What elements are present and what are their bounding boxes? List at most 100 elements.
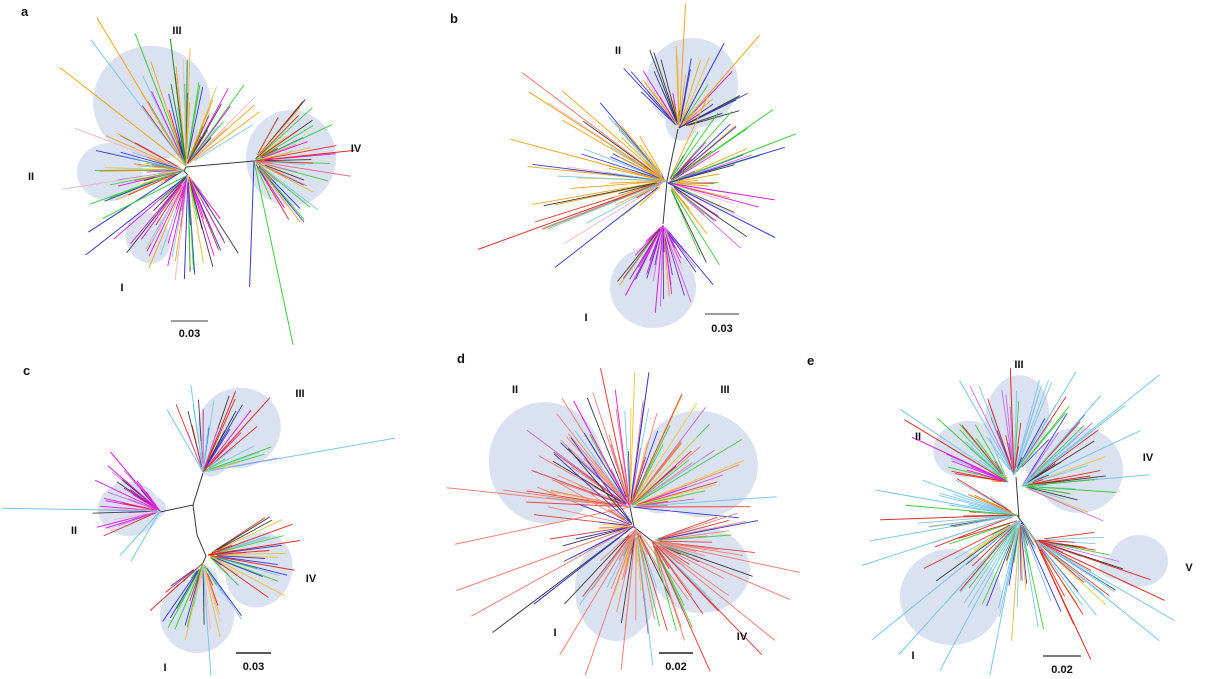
cluster-label-a-II: II	[28, 171, 34, 183]
branch	[676, 189, 715, 221]
branch	[141, 181, 184, 240]
tree-skeleton	[666, 128, 679, 182]
branch	[674, 185, 747, 221]
branch	[549, 525, 633, 540]
branch	[165, 569, 195, 593]
branch	[111, 152, 180, 170]
branch	[652, 227, 664, 281]
branch	[639, 231, 661, 274]
branch	[109, 170, 179, 186]
branch	[638, 533, 648, 556]
branch	[975, 438, 1007, 481]
branch	[986, 436, 1011, 470]
branch-long	[667, 133, 797, 184]
branch	[669, 92, 710, 179]
branch	[996, 430, 1011, 465]
branch	[204, 570, 221, 637]
branch	[636, 183, 661, 199]
branch	[636, 462, 693, 503]
branch-long	[989, 519, 1021, 676]
branch-long	[629, 372, 636, 508]
branch	[167, 572, 199, 628]
branch	[208, 445, 255, 470]
branch	[1020, 525, 1028, 584]
branch-long	[492, 525, 635, 633]
branch	[621, 126, 660, 173]
branch	[148, 176, 188, 257]
branch	[202, 425, 210, 470]
branch-long	[620, 527, 637, 671]
branch	[617, 228, 661, 282]
branch	[577, 483, 626, 520]
branch	[974, 424, 1004, 474]
branch	[672, 112, 719, 177]
branch	[155, 184, 182, 226]
branch-long	[253, 160, 294, 346]
tree-skeleton	[629, 506, 653, 542]
branch	[635, 484, 717, 506]
branch	[635, 539, 638, 563]
branch	[670, 189, 701, 255]
branch	[216, 552, 287, 556]
branch-long	[253, 124, 333, 162]
branch-long	[939, 519, 1021, 671]
branch-long	[96, 17, 187, 167]
branch	[954, 522, 1016, 560]
branch	[259, 160, 314, 164]
branch-long	[207, 554, 286, 597]
branch-long	[959, 380, 1015, 476]
branch	[1038, 545, 1047, 556]
branch	[1038, 539, 1075, 543]
branch	[551, 479, 622, 505]
branch	[193, 111, 261, 161]
branch	[1036, 541, 1107, 605]
branch	[607, 116, 663, 177]
cluster-label-e-III: III	[1014, 359, 1023, 371]
branch	[262, 161, 273, 164]
branch	[633, 506, 740, 519]
branch	[668, 232, 697, 273]
cluster-label-c-IV: IV	[306, 573, 317, 585]
branch	[631, 444, 664, 505]
branch-long	[662, 224, 692, 303]
branch	[648, 233, 656, 242]
branch	[951, 460, 1003, 481]
branch	[654, 545, 670, 569]
branch	[103, 512, 156, 537]
branch	[1030, 425, 1085, 479]
branch	[218, 555, 278, 566]
branch	[676, 183, 709, 187]
branch	[680, 69, 691, 118]
scale-bar-label-a: 0.03	[179, 328, 200, 340]
branch	[642, 70, 675, 120]
branch-long	[651, 540, 776, 641]
tree-skeleton	[192, 504, 207, 564]
branch	[1043, 545, 1107, 585]
branch	[1030, 429, 1099, 480]
branch	[151, 91, 185, 163]
branch	[264, 159, 312, 162]
branch	[675, 46, 680, 117]
branch	[1040, 548, 1083, 606]
branch	[996, 453, 1011, 471]
branch	[649, 49, 677, 121]
cluster-label-d-I: I	[553, 627, 556, 639]
branch	[667, 231, 675, 244]
branch	[599, 530, 634, 562]
branch	[678, 170, 695, 179]
branch	[620, 539, 635, 624]
branch	[148, 185, 184, 269]
branch	[187, 87, 204, 159]
branch	[206, 567, 242, 616]
branch-long	[102, 174, 189, 220]
branch	[210, 557, 222, 566]
branch-long	[510, 138, 667, 182]
branch	[262, 162, 287, 171]
branch	[188, 137, 212, 164]
branch	[656, 512, 738, 540]
branch	[560, 442, 627, 505]
branch	[191, 185, 205, 219]
branch	[210, 557, 240, 586]
branch-long	[59, 67, 187, 167]
